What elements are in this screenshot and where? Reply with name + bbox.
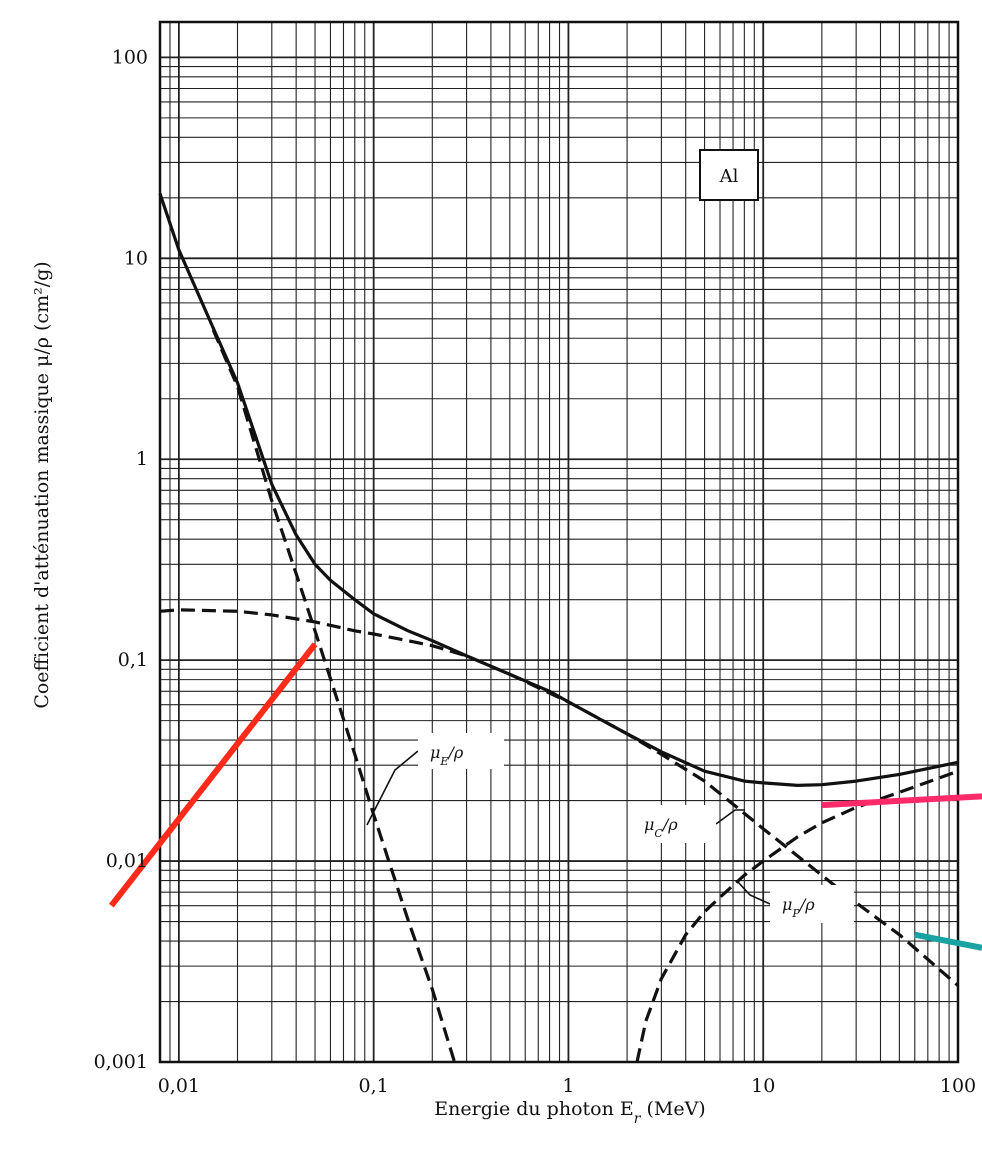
label-layer: μE/ρμC/ρμP/ρ — [108, 642, 982, 951]
series-layer — [158, 193, 960, 1063]
curve-label-c: μC/ρ — [644, 815, 678, 840]
y-tick-label: 10 — [124, 247, 148, 269]
label-leader-e — [366, 750, 419, 826]
curve-label-sub-p: P — [791, 907, 800, 920]
x-tick-label: 0,01 — [158, 1075, 200, 1097]
x-axis-title-unit: (MeV) — [646, 1098, 705, 1120]
curve-label-suffix-c: /ρ — [661, 815, 678, 834]
label-box-c — [632, 805, 716, 843]
x-axis-title-main: Energie du photon E — [434, 1098, 633, 1120]
annotation-line-1 — [108, 642, 318, 908]
x-tick-label: 0,1 — [359, 1075, 389, 1097]
tick-labels: 0,01 0,1 1 10 100 0,001 0,01 0,1 1 10 100 — [94, 46, 977, 1097]
y-tick-label: 0,01 — [106, 850, 148, 872]
curve-label-mu-p: μ — [782, 895, 792, 914]
x-axis-title-sub: r — [634, 1111, 642, 1127]
curve-label-suffix-e: /ρ — [446, 743, 463, 762]
series-c-line — [159, 608, 960, 987]
curve-label-mu-c: μ — [644, 815, 654, 834]
curve-label-e: μE/ρ — [430, 743, 464, 768]
x-axis-title: Energie du photon Er (MeV) — [434, 1098, 705, 1127]
material-label: Al — [699, 149, 759, 201]
annotation-line-2 — [821, 793, 982, 809]
label-leader-c — [715, 809, 745, 825]
y-axis-title: Coefficient d'atténuation massique μ/ρ (… — [31, 261, 53, 708]
y-tick-label: 0,1 — [118, 649, 148, 671]
curve-label-suffix-p: /ρ — [798, 895, 815, 914]
curve-label-sub-e: E — [439, 755, 448, 768]
x-tick-label: 100 — [940, 1075, 976, 1097]
annotation-line-3 — [914, 931, 982, 951]
x-tick-label: 10 — [751, 1075, 775, 1097]
material-label-text: Al — [719, 166, 739, 187]
y-tick-label: 100 — [112, 46, 148, 68]
curve-label-mu-e: μ — [430, 743, 440, 762]
curve-label-sub-c: C — [654, 827, 663, 840]
plot-frame — [158, 20, 960, 1064]
label-leader-p — [737, 881, 771, 905]
label-box-e — [418, 733, 504, 769]
curve-label-p: μP/ρ — [782, 895, 815, 920]
y-tick-label: 1 — [136, 448, 148, 470]
x-tick-label: 1 — [562, 1075, 574, 1097]
series-p-line — [635, 769, 959, 1063]
y-tick-label: 0,001 — [94, 1051, 148, 1073]
label-box-p — [770, 885, 854, 923]
series-e-line — [211, 329, 457, 1063]
